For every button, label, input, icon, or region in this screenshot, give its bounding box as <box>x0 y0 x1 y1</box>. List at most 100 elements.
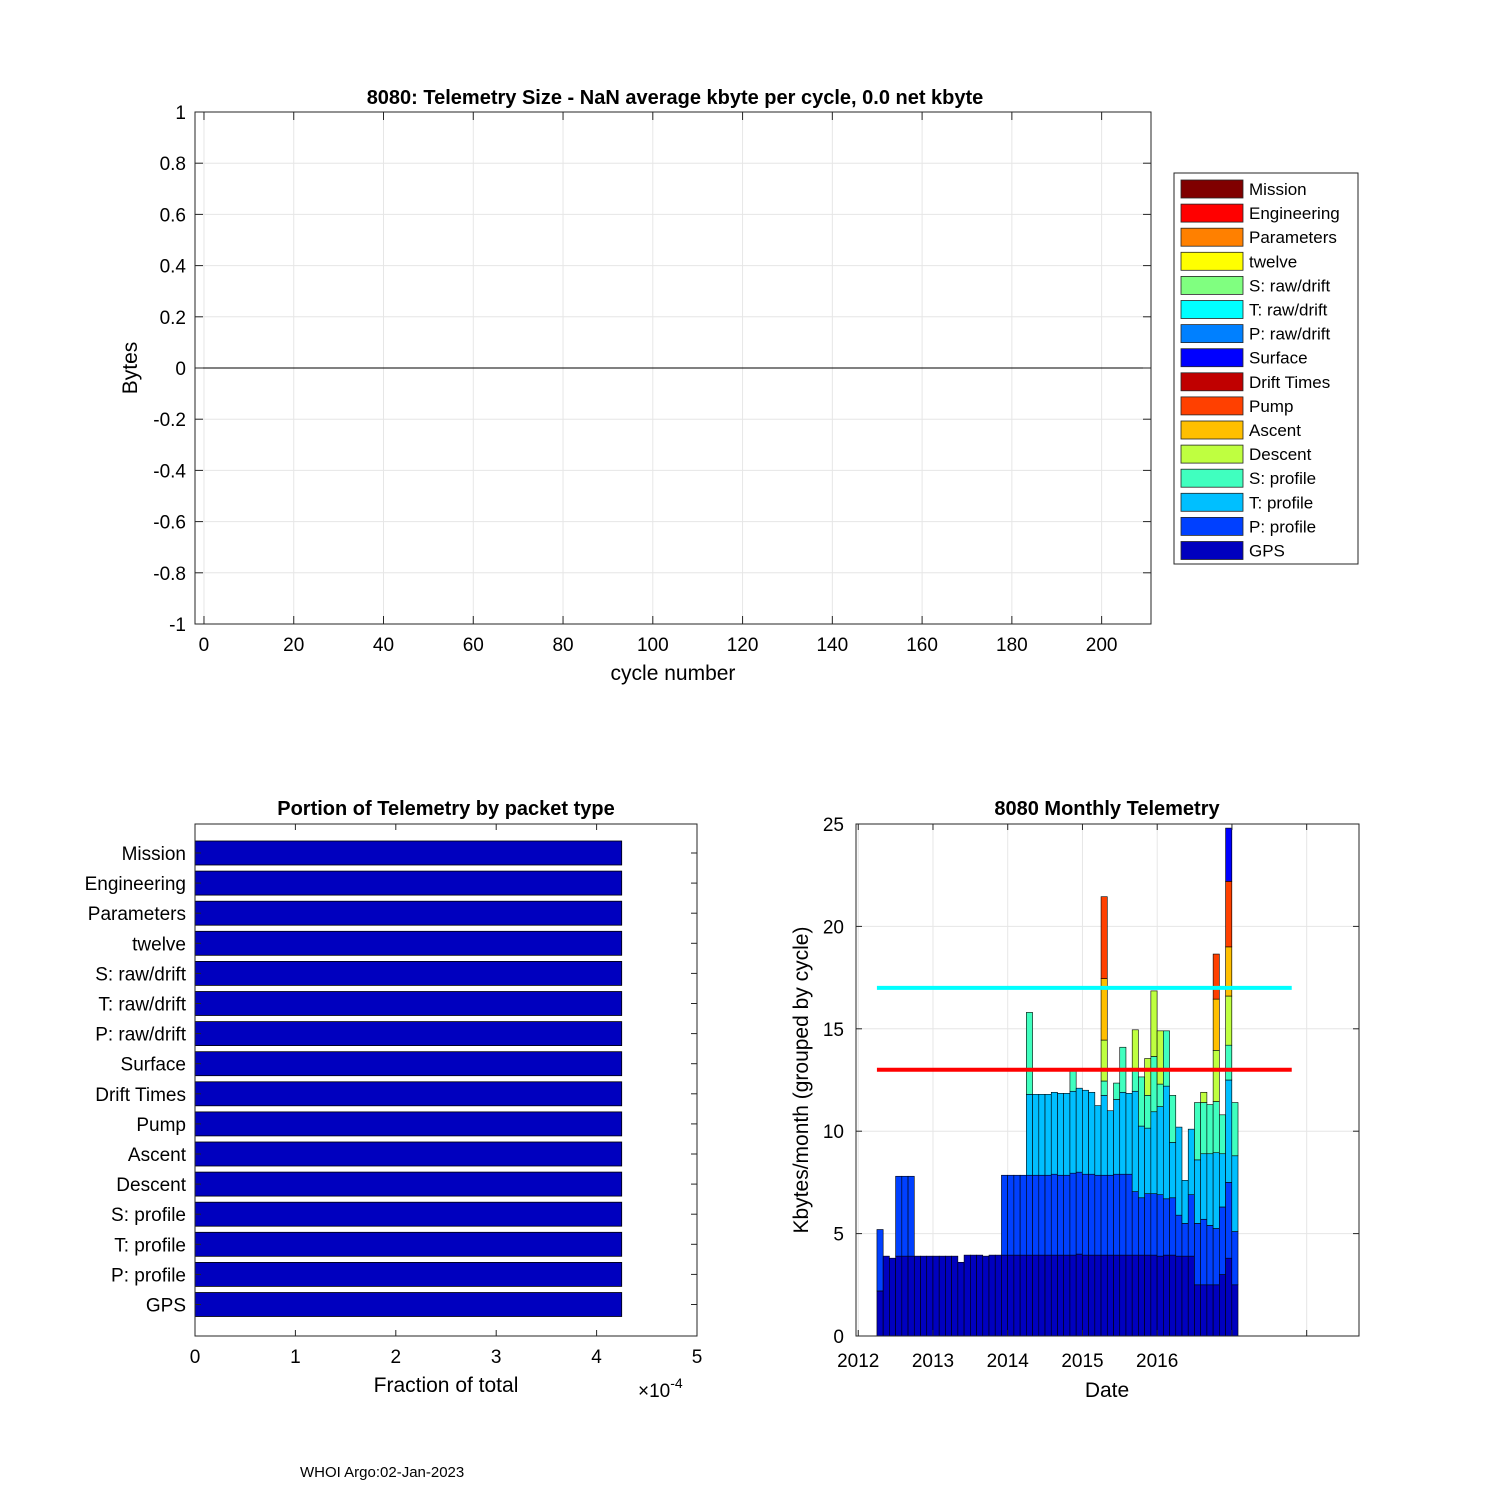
x-tick-label: 80 <box>552 635 573 656</box>
legend-entries: Mission Engineering Parameters twelve S: raw… <box>1180 179 1340 561</box>
category-label: Descent <box>116 1175 186 1196</box>
legend-swatch <box>1180 348 1244 368</box>
bar-segment-t-profile <box>1026 1094 1033 1176</box>
bar-segment-gps <box>1057 1254 1065 1337</box>
y-tick-label: 0 <box>175 359 186 380</box>
bar-segment-p-profile <box>1100 1174 1108 1256</box>
bar-segment-descent <box>1100 1039 1108 1082</box>
bar-segment-gps <box>988 1254 996 1337</box>
bar-segment-gps <box>1106 1254 1114 1337</box>
bar-segment-t-profile <box>1187 1128 1195 1195</box>
x-tick-label: 20 <box>283 635 304 656</box>
y-axis-label: Kbytes/month (grouped by cycle) <box>790 927 813 1234</box>
y-tick-label: 20 <box>823 917 844 938</box>
bar-segment-p-profile <box>1057 1174 1065 1256</box>
x-tick-label: 160 <box>906 635 938 656</box>
bar-segment-t-profile <box>1138 1125 1145 1199</box>
bar-segment-p-profile <box>1125 1173 1133 1256</box>
bar-segment-gps <box>1231 1284 1239 1337</box>
bar-segment-descent <box>1212 1050 1220 1102</box>
bar-segment-t-profile <box>1156 1106 1164 1195</box>
bar-segment-descent <box>1150 990 1158 1057</box>
bar-segment-t-profile <box>1088 1091 1096 1175</box>
bar-segment-gps <box>1131 1254 1139 1337</box>
bar-segment-t-profile <box>1225 1079 1233 1183</box>
bar-segment-t-profile <box>1032 1094 1040 1176</box>
x-tick-label: 140 <box>816 635 848 656</box>
exponent-label: ×10-4 <box>638 1375 683 1402</box>
bar-segment-p-profile <box>1138 1197 1145 1256</box>
bar-segment-p-profile <box>907 1175 915 1257</box>
legend-label: Pump <box>1249 397 1293 416</box>
bar-segment-gps <box>1200 1284 1208 1337</box>
bar-segment-gps <box>926 1255 934 1337</box>
bar-segment-pump <box>1212 953 1220 1000</box>
bar-segment-s-profile <box>1212 1101 1220 1154</box>
bar-segment-t-profile <box>1100 1095 1108 1176</box>
x-tick-label: 2014 <box>987 1351 1030 1372</box>
chart-title: Portion of Telemetry by packet type <box>277 798 615 820</box>
category-label: T: profile <box>114 1235 186 1256</box>
bar <box>194 1111 623 1137</box>
category-label: S: raw/drift <box>95 964 187 985</box>
y-tick-label: 0.6 <box>160 205 186 226</box>
bar-segment-p-profile <box>1206 1225 1214 1286</box>
bar-segment-gps <box>1100 1254 1108 1337</box>
bar-segment-gps <box>1007 1254 1015 1337</box>
bar-segment-gps <box>913 1255 921 1337</box>
bar-segment-p-profile <box>1001 1174 1008 1256</box>
bar-segment-p-profile <box>1013 1174 1021 1256</box>
bar-segment-t-profile <box>1125 1093 1133 1175</box>
packet-type-bar-chart: 0 1 2 3 4 5 Mission Engineering Parameters twelve… <box>85 798 703 1402</box>
chart-title: 8080 Monthly Telemetry <box>994 798 1220 820</box>
bar-segment-t-profile <box>1219 1153 1226 1208</box>
legend-swatch <box>1180 492 1244 512</box>
bar-segment-s-profile <box>1100 1080 1108 1096</box>
legend-label: P: raw/drift <box>1249 325 1331 344</box>
legend-swatch <box>1180 468 1244 488</box>
x-tick-label: 0 <box>190 1347 201 1368</box>
bar-segment-p-profile <box>1225 1182 1233 1259</box>
category-label: twelve <box>132 934 186 955</box>
legend-label: Parameters <box>1249 228 1337 247</box>
axes-box <box>194 823 698 1337</box>
bar-segment-gps <box>1026 1254 1033 1337</box>
category-label: Engineering <box>85 874 186 895</box>
bar-segment-p-profile <box>1200 1218 1208 1286</box>
bar <box>194 1021 623 1046</box>
bar-segment-descent <box>1200 1091 1208 1103</box>
x-tick-label: 2012 <box>837 1351 879 1372</box>
bar-segment-p-profile <box>1212 1228 1220 1286</box>
bar-segment-gps <box>994 1254 1002 1337</box>
bar-segment-s-profile <box>1200 1102 1208 1155</box>
bar-segment-s-profile <box>1150 1056 1158 1113</box>
y-tick-label: 5 <box>833 1225 844 1246</box>
legend-label: GPS <box>1249 542 1285 561</box>
bar-segment-p-profile <box>1119 1173 1127 1256</box>
bar-segment-s-profile <box>1194 1102 1201 1161</box>
bar-segment-gps <box>1050 1254 1058 1337</box>
bar <box>194 961 623 986</box>
bar-segment-t-profile <box>1069 1090 1077 1174</box>
bar-segment-gps <box>895 1255 903 1337</box>
bar-segment-gps <box>1119 1254 1127 1337</box>
legend-label: twelve <box>1249 252 1297 271</box>
bar-segment-gps <box>1163 1254 1170 1337</box>
bar-segment-t-profile <box>1175 1126 1183 1216</box>
category-label: Ascent <box>128 1145 187 1166</box>
bar-segment-gps <box>876 1290 884 1337</box>
bar-segment-descent <box>1144 1058 1152 1096</box>
bar-segment-s-profile <box>1144 1095 1152 1129</box>
bar-segment-t-profile <box>1200 1153 1208 1220</box>
legend-label: Mission <box>1249 180 1307 199</box>
bar-segment-gps <box>1219 1274 1226 1337</box>
bar-segment-t-profile <box>1181 1180 1189 1224</box>
bar-segment-gps <box>945 1255 952 1337</box>
bar-segment-gps <box>1082 1254 1089 1337</box>
bar-segment-t-profile <box>1057 1093 1065 1176</box>
bar-segment-p-profile <box>1038 1174 1046 1256</box>
bar-segment-p-profile <box>1169 1197 1177 1256</box>
legend-label: T: raw/drift <box>1249 301 1328 320</box>
y-tick-label: -0.4 <box>153 461 186 482</box>
